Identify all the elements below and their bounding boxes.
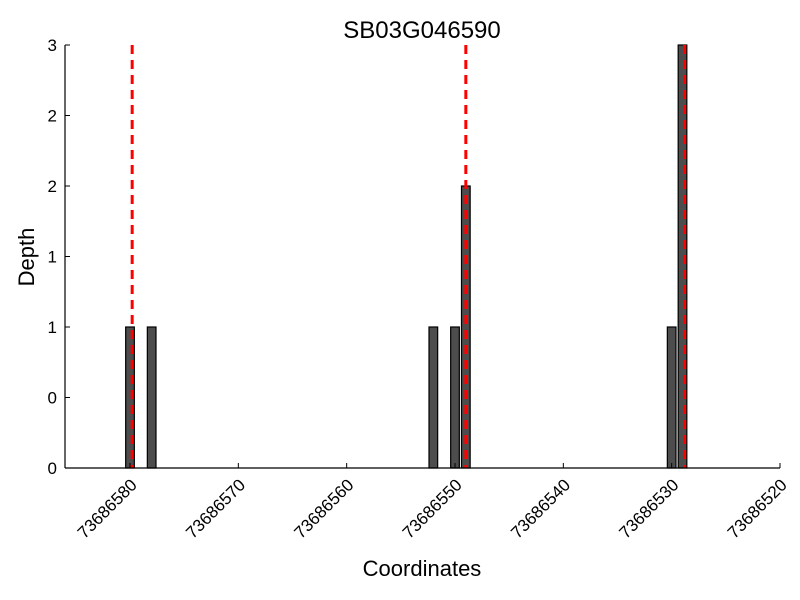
y-ticks-group: 0 0 1 1 2 2 3 [48, 36, 70, 478]
x-tick-label: 73686530 [616, 475, 683, 542]
chart-title: SB03G046590 [343, 17, 500, 44]
y-tick-label: 2 [48, 107, 57, 126]
bar [146, 326, 157, 469]
x-tick-label: 73686550 [399, 475, 466, 542]
y-axis-label: Depth [14, 228, 39, 287]
bar [666, 326, 677, 469]
x-tick-label: 73686560 [291, 475, 358, 542]
y-tick-label: 0 [48, 389, 57, 408]
x-tick-label: 73686540 [507, 475, 574, 542]
y-tick-label: 2 [48, 177, 57, 196]
y-tick-label: 3 [48, 36, 57, 55]
y-tick-label: 0 [48, 459, 57, 478]
reference-lines-group [130, 45, 687, 468]
x-ticks-group: 73686580 73686570 73686560 73686550 73686540… [74, 463, 791, 542]
y-tick-label: 1 [48, 248, 57, 267]
x-tick-label: 73686520 [724, 475, 791, 542]
x-tick-label: 73686570 [182, 475, 249, 542]
y-tick-label: 1 [48, 318, 57, 337]
x-axis-label: Coordinates [363, 556, 482, 581]
bar [428, 326, 439, 469]
bars-group [125, 44, 688, 469]
x-tick-label: 73686580 [74, 475, 141, 542]
bar [450, 326, 460, 469]
